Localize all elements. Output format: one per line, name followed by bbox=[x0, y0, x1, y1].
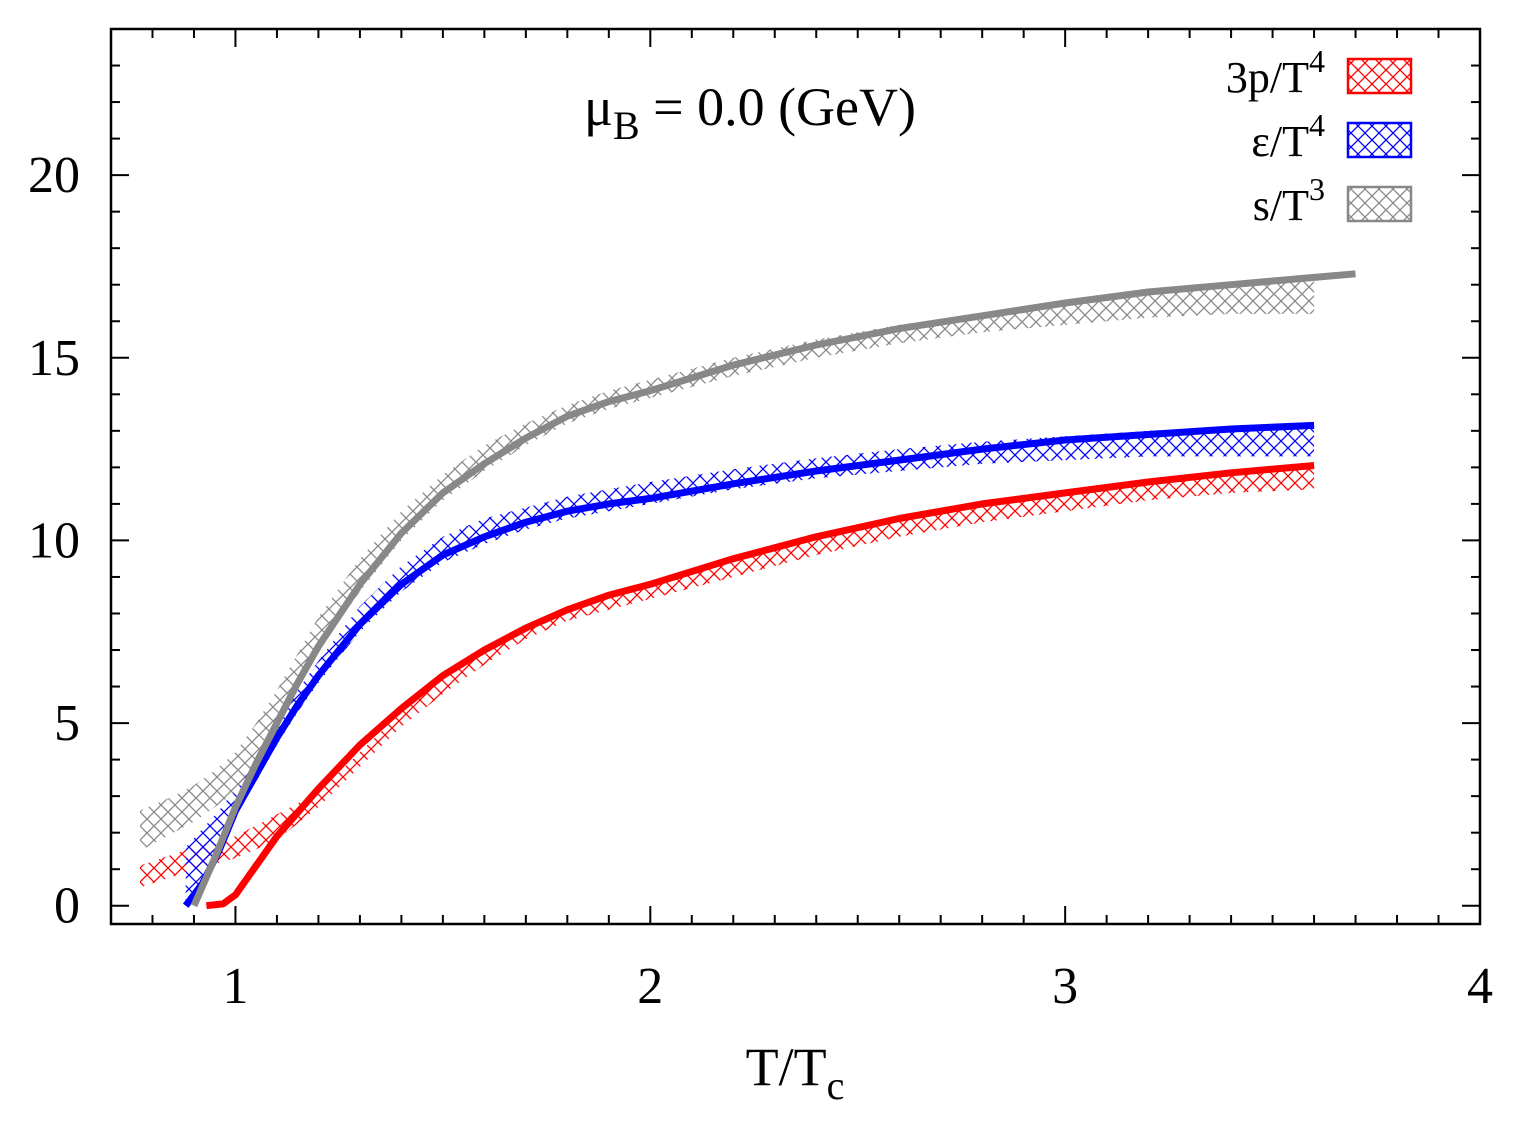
legend-swatch bbox=[1346, 121, 1413, 159]
y-tick-label: 5 bbox=[54, 695, 80, 752]
y-tick-label: 10 bbox=[28, 512, 80, 569]
x-tick-label: 3 bbox=[1052, 958, 1078, 1015]
x-tick-label: 1 bbox=[222, 958, 248, 1015]
x-tick-label: 4 bbox=[1467, 958, 1493, 1015]
line-entropy bbox=[190, 270, 1356, 908]
chart-title: μB = 0.0 (GeV) bbox=[584, 77, 916, 148]
x-axis-label-subscript: c bbox=[827, 1063, 845, 1108]
x-axis-label-base: T/T bbox=[746, 1037, 827, 1097]
title-symbol: μ bbox=[584, 77, 613, 137]
x-axis-label: T/Tc bbox=[746, 1037, 845, 1108]
axis-tick-labels: 1 2 3 4 0 5 10 15 20 bbox=[28, 147, 1493, 1015]
legend-label: ε/T4 bbox=[1251, 107, 1325, 166]
legend-label: s/T3 bbox=[1253, 171, 1325, 230]
y-tick-label: 15 bbox=[28, 330, 80, 387]
legend-label: 3p/T4 bbox=[1226, 43, 1325, 102]
legend-swatch bbox=[1346, 57, 1413, 95]
title-rest: = 0.0 (GeV) bbox=[640, 77, 916, 137]
series-lines bbox=[182, 270, 1356, 910]
y-tick-label: 0 bbox=[54, 878, 80, 935]
legend: 3p/T4ε/T4s/T3 bbox=[1226, 43, 1413, 230]
band-pressure bbox=[140, 465, 1315, 888]
line-pressure bbox=[206, 462, 1315, 910]
y-tick-label: 20 bbox=[28, 147, 80, 204]
title-subscript: B bbox=[613, 103, 640, 148]
axis-ticks bbox=[111, 29, 1480, 924]
line-energy bbox=[182, 421, 1315, 908]
x-tick-label: 2 bbox=[637, 958, 663, 1015]
plot-frame bbox=[109, 27, 1482, 926]
legend-swatch bbox=[1346, 185, 1413, 223]
